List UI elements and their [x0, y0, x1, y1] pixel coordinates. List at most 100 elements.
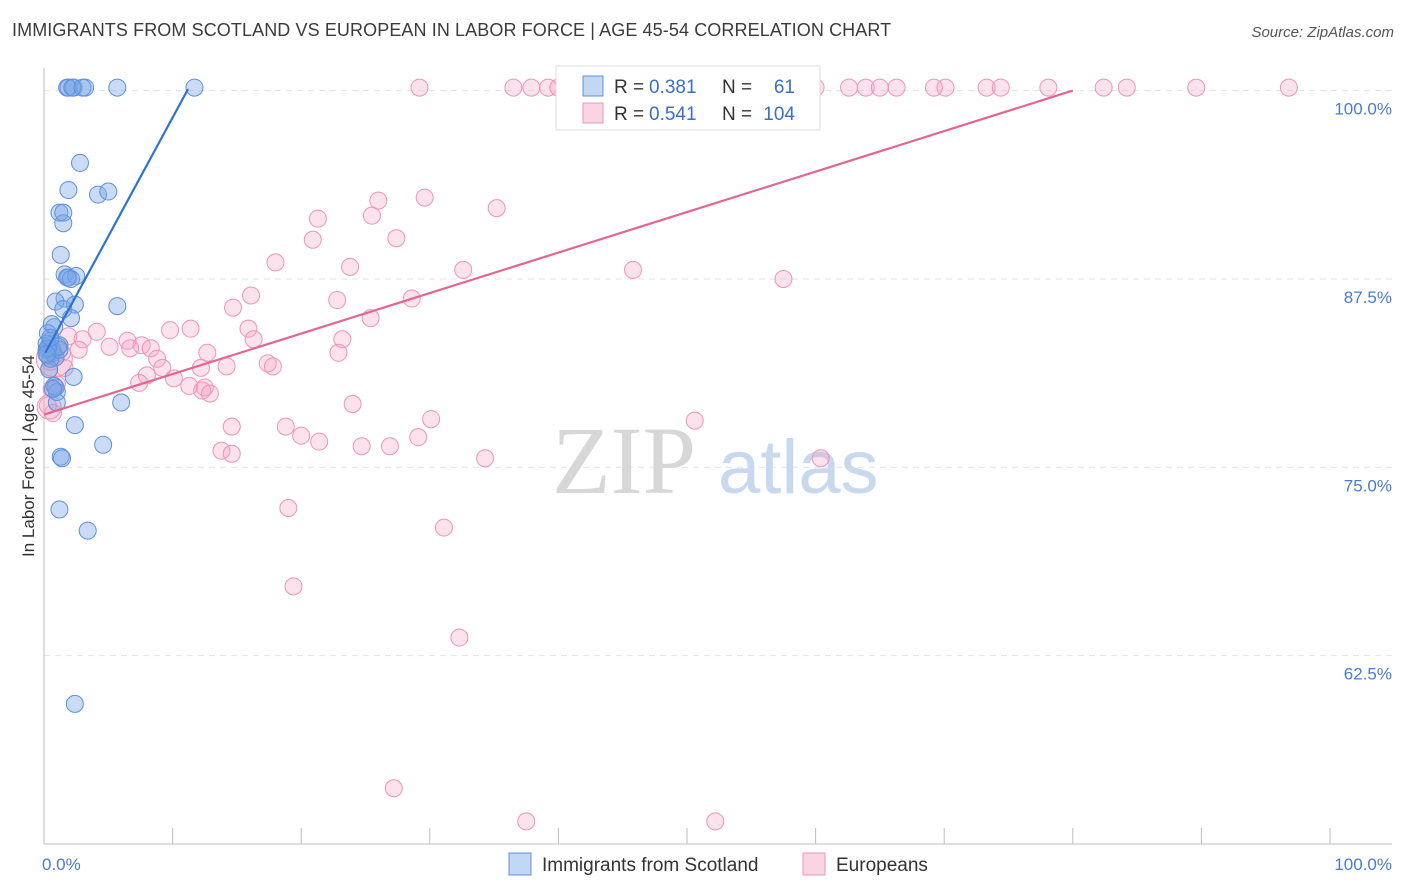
data-point	[387, 229, 406, 248]
n-label: N =	[722, 104, 752, 125]
data-point	[94, 435, 113, 454]
data-point	[185, 78, 204, 97]
data-point	[50, 203, 69, 222]
data-point	[195, 378, 214, 397]
y-tick-label: 87.5%	[1344, 288, 1392, 307]
data-point	[99, 182, 118, 201]
data-point	[887, 78, 906, 97]
data-point	[380, 437, 399, 456]
data-point	[239, 319, 258, 338]
data-point	[774, 269, 793, 288]
data-point	[258, 354, 277, 373]
data-point	[212, 441, 231, 460]
data-point	[37, 345, 56, 364]
data-point	[870, 78, 889, 97]
series-scotland	[37, 78, 204, 713]
data-point	[55, 358, 74, 377]
data-point	[222, 417, 241, 436]
data-point	[44, 404, 63, 423]
data-point	[284, 577, 303, 596]
data-point	[410, 78, 429, 97]
stats-legend: R = 0.381 N = 61 R = 0.541 N = 104	[555, 65, 821, 131]
data-point	[422, 410, 441, 429]
data-point	[362, 206, 381, 225]
data-point	[504, 78, 523, 97]
data-point	[141, 339, 160, 358]
data-point	[434, 518, 453, 537]
r-value: 0.381	[649, 77, 697, 98]
data-point	[517, 812, 536, 831]
data-point	[279, 498, 298, 517]
x-tick-label: 100.0%	[1334, 855, 1392, 874]
r-label: R =	[614, 77, 644, 98]
data-point	[198, 343, 217, 362]
data-point	[343, 395, 362, 414]
data-point	[450, 628, 469, 647]
data-point	[63, 78, 82, 97]
data-point	[310, 432, 329, 451]
legend-swatch	[802, 852, 826, 876]
data-point	[623, 260, 642, 279]
data-point	[222, 444, 241, 463]
data-point	[1187, 78, 1206, 97]
data-point	[1094, 78, 1113, 97]
data-point	[121, 339, 140, 358]
data-point	[811, 449, 830, 468]
data-point	[341, 257, 360, 276]
data-point	[454, 260, 473, 279]
data-point	[476, 449, 495, 468]
data-point	[65, 694, 84, 713]
data-point	[62, 269, 81, 288]
x-tick-labels: 0.0% 100.0%	[42, 855, 1392, 874]
data-point	[263, 357, 282, 376]
data-point	[148, 349, 167, 368]
legend-label: Europeans	[836, 855, 928, 876]
data-point	[276, 417, 295, 436]
data-point	[224, 298, 243, 317]
data-point	[53, 449, 72, 468]
data-point	[308, 209, 327, 228]
data-point	[200, 384, 219, 403]
data-point	[991, 78, 1010, 97]
r-value: 0.541	[649, 104, 697, 125]
y-tick-label: 75.0%	[1344, 476, 1392, 495]
data-point	[181, 319, 200, 338]
data-point	[87, 322, 106, 341]
n-value: 61	[774, 77, 795, 98]
series-europeans	[35, 78, 1298, 831]
data-point	[706, 812, 725, 831]
data-point	[244, 330, 263, 349]
data-point	[384, 779, 403, 798]
legend-label: Immigrants from Scotland	[542, 855, 758, 876]
y-tick-labels: 62.5% 75.0% 87.5% 100.0%	[1334, 100, 1392, 684]
stats-swatch	[582, 102, 604, 124]
data-point	[840, 78, 859, 97]
data-point	[415, 188, 434, 207]
data-point	[936, 78, 955, 97]
data-point	[1279, 78, 1298, 97]
data-point	[67, 266, 86, 285]
legend-item-europeans[interactable]: Europeans	[802, 852, 928, 876]
data-point	[242, 286, 261, 305]
trend-line-scotland	[44, 88, 189, 354]
data-point	[1117, 78, 1136, 97]
data-point	[73, 330, 92, 349]
data-point	[51, 245, 70, 264]
data-point	[685, 411, 704, 430]
data-point	[54, 203, 73, 222]
data-point	[329, 343, 348, 362]
data-point	[69, 340, 88, 359]
data-point	[352, 437, 371, 456]
data-point	[137, 366, 156, 385]
data-point	[108, 297, 127, 316]
x-tick-label: 0.0%	[42, 855, 81, 874]
data-point	[73, 78, 92, 97]
chart-title: IMMIGRANTS FROM SCOTLAND VS EUROPEAN IN …	[12, 20, 892, 40]
data-point	[977, 78, 996, 97]
data-point	[46, 292, 65, 311]
legend-item-scotland[interactable]: Immigrants from Scotland	[508, 852, 758, 876]
data-point	[856, 78, 875, 97]
data-point	[1039, 78, 1058, 97]
trend-line-europeans	[43, 89, 1074, 416]
data-point	[161, 321, 180, 340]
